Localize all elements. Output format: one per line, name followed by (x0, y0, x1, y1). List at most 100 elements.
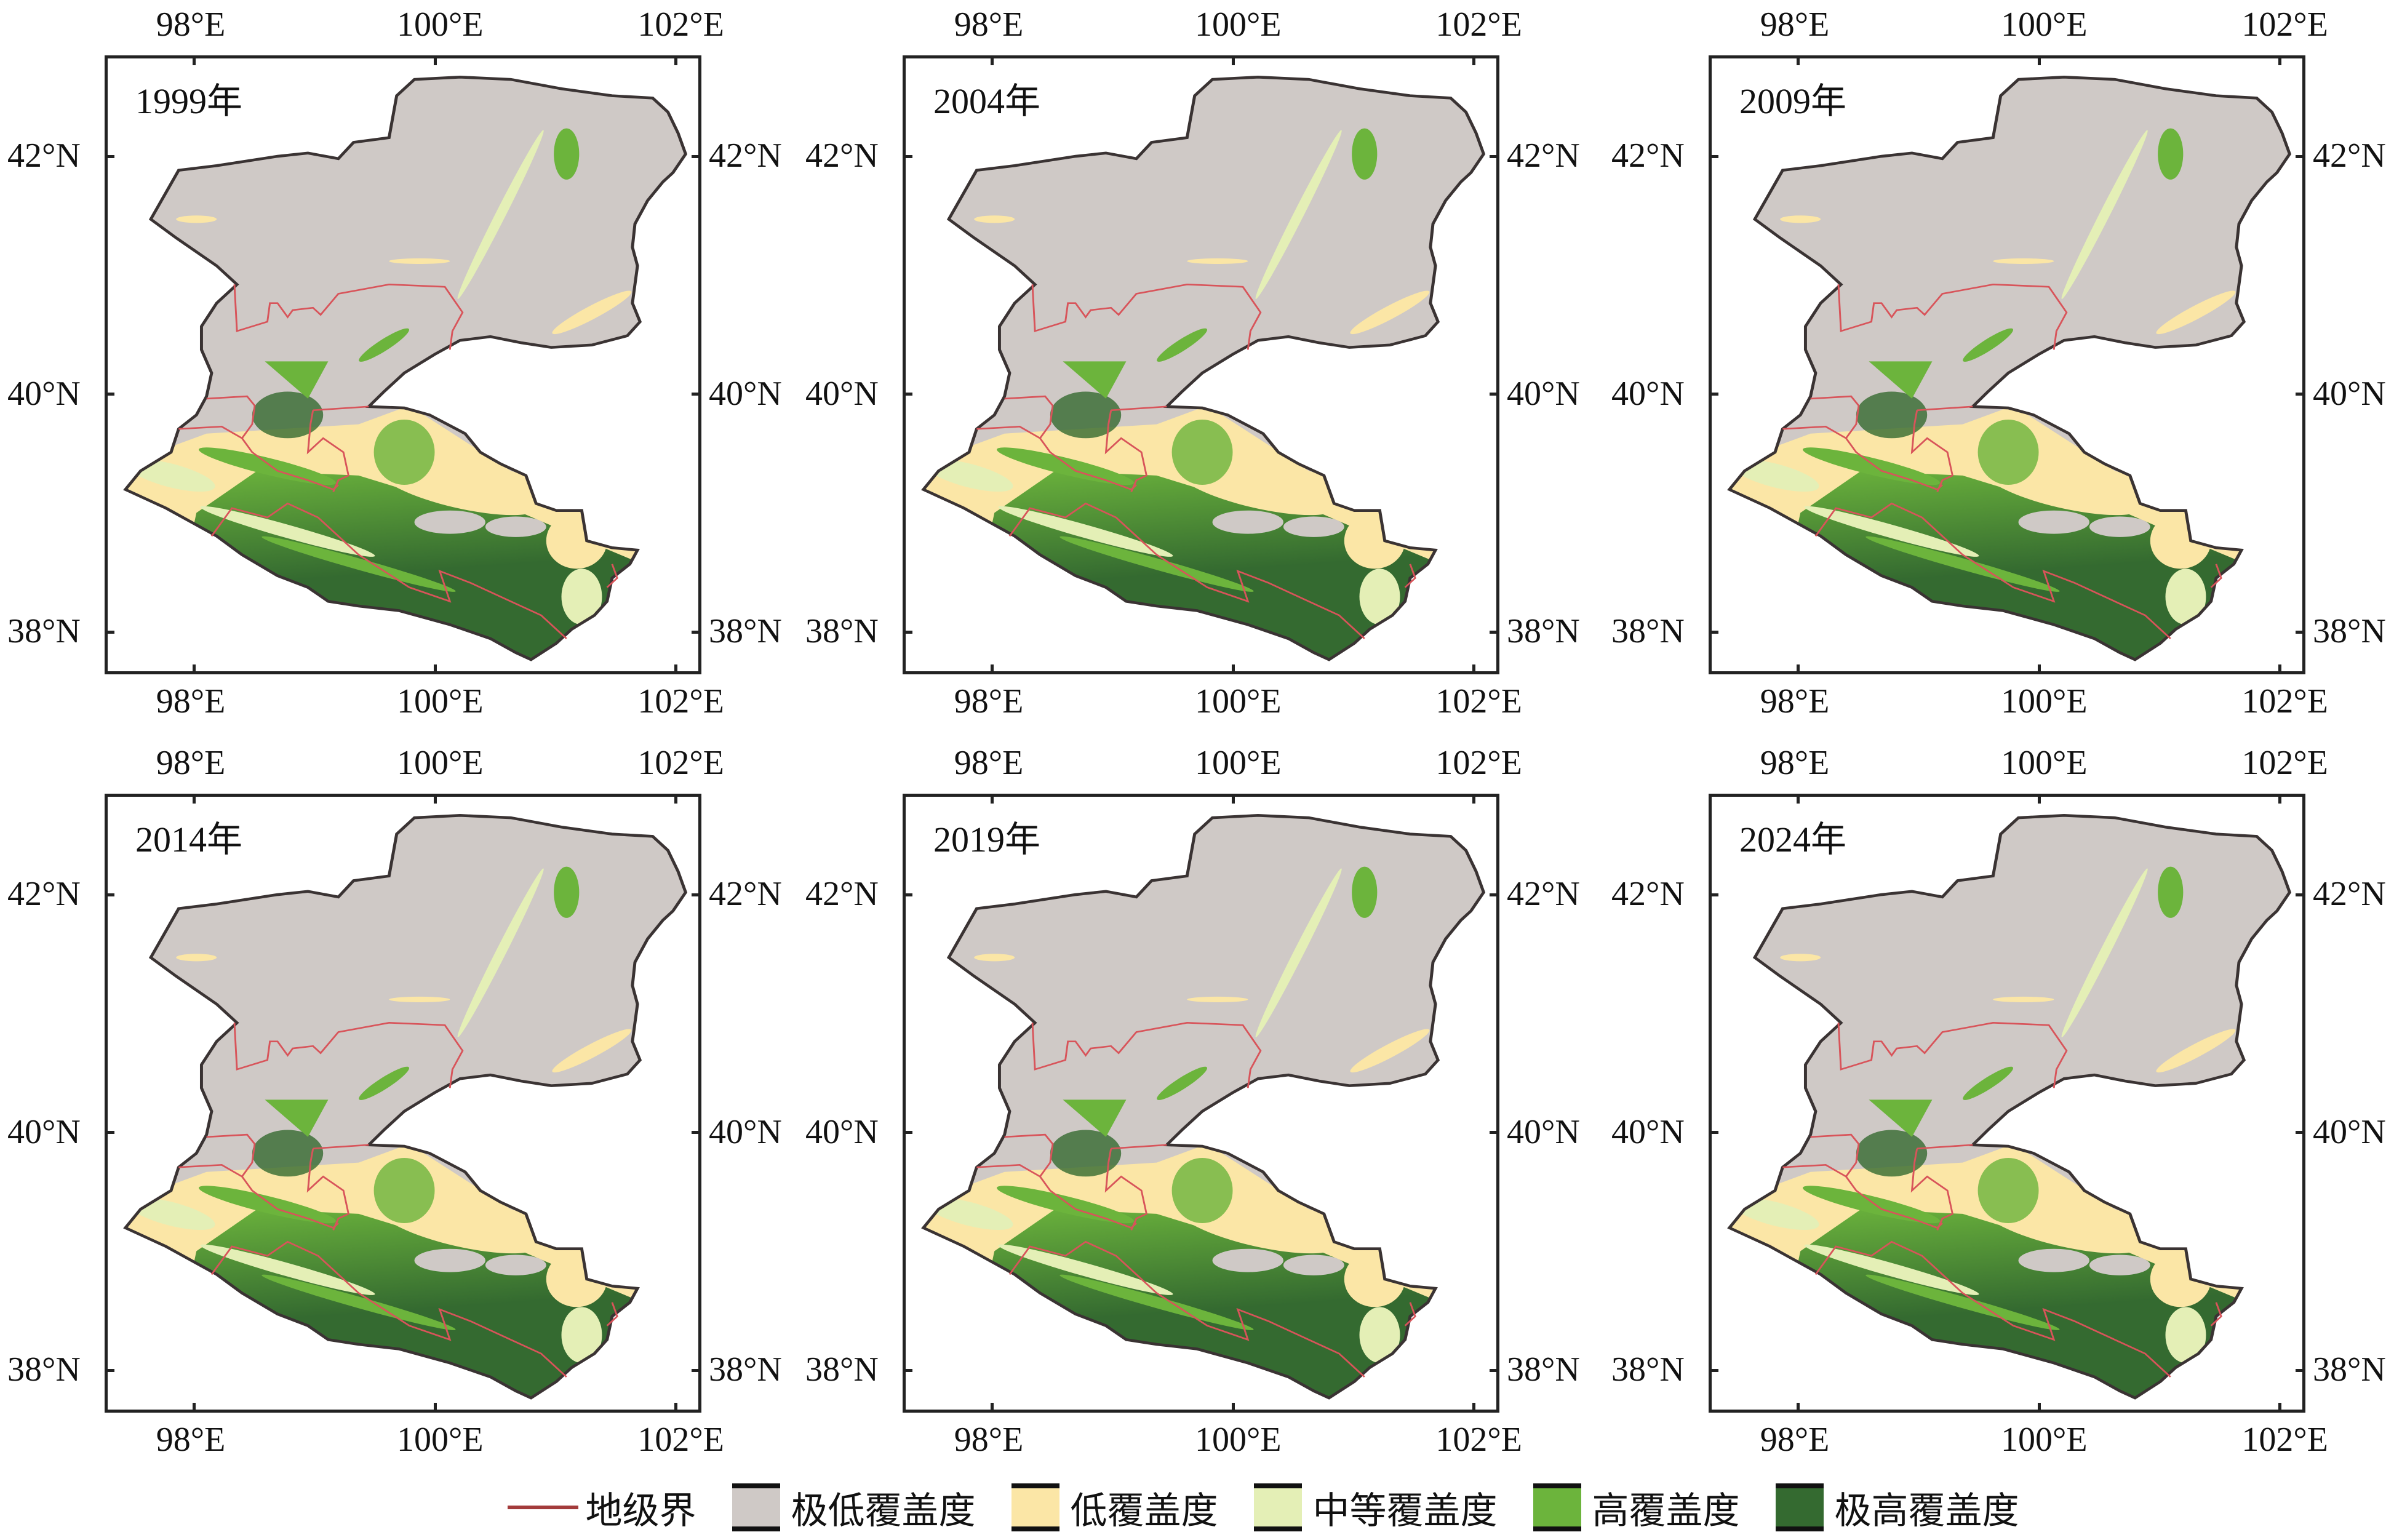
lat-tick-label: 42°N (7, 875, 81, 914)
lon-tick (2278, 55, 2281, 65)
lat-tick (1490, 1131, 1499, 1135)
color-swatch (1775, 1483, 1824, 1531)
lat-tick-label: 38°N (2313, 1350, 2386, 1389)
lon-tick-label: 98°E (156, 682, 226, 720)
lon-tick (2037, 55, 2041, 65)
color-swatch (1533, 1483, 1581, 1531)
lon-tick (193, 55, 196, 65)
lat-tick (1490, 630, 1499, 634)
color-swatch (732, 1483, 780, 1531)
legend-label: 中等覆盖度 (1312, 1490, 1498, 1531)
lon-tick (1797, 1403, 1800, 1413)
lat-tick-label: 38°N (1611, 1350, 1685, 1389)
lat-tick (2296, 893, 2305, 896)
legend-item: 低覆盖度 (1011, 1481, 1218, 1534)
lat-tick (903, 893, 912, 896)
color-swatch (1253, 1483, 1302, 1531)
lon-tick-label: 98°E (1760, 744, 1830, 782)
lon-tick (2278, 1403, 2281, 1413)
map (123, 814, 688, 1400)
lon-tick-label: 102°E (1435, 744, 1522, 782)
lon-tick-label: 102°E (637, 1421, 724, 1459)
lat-tick (1709, 1131, 1718, 1135)
legend-label: 极低覆盖度 (791, 1490, 976, 1531)
lat-tick-label: 42°N (709, 137, 782, 175)
lon-tick (2037, 794, 2041, 804)
lon-tick (1231, 55, 1235, 65)
lat-tick (1490, 393, 1499, 396)
lat-tick-label: 40°N (2313, 374, 2386, 413)
lon-tick-label: 102°E (2241, 744, 2328, 782)
lat-tick-label: 40°N (7, 374, 81, 413)
year-label: 2004年 (933, 81, 1041, 121)
lon-tick (991, 794, 994, 804)
lon-tick-label: 100°E (2001, 1421, 2088, 1459)
lon-tick-label: 100°E (2001, 6, 2088, 44)
lon-tick (1231, 794, 1235, 804)
lon-tick-label: 100°E (1195, 6, 1282, 44)
lon-tick-label: 102°E (1435, 1421, 1522, 1459)
lat-tick (1709, 154, 1718, 158)
lat-tick-label: 40°N (805, 374, 879, 413)
lat-tick (105, 893, 114, 896)
lon-tick (1472, 1403, 1475, 1413)
lat-tick (2296, 393, 2305, 396)
lon-tick (1231, 664, 1235, 674)
lat-tick-label: 42°N (7, 137, 81, 175)
lon-tick (1797, 664, 1800, 674)
lat-tick (1490, 154, 1499, 158)
lat-tick (903, 1368, 912, 1372)
map-panel: 2019年 (903, 794, 1499, 1413)
lon-tick (674, 794, 677, 804)
lon-tick-label: 100°E (397, 682, 484, 720)
lat-tick-label: 42°N (709, 875, 782, 914)
lon-tick-label: 100°E (397, 744, 484, 782)
lat-tick-label: 42°N (1611, 137, 1685, 175)
lat-tick (1709, 893, 1718, 896)
map-panel: 2024年 (1709, 794, 2305, 1413)
lat-tick (2296, 154, 2305, 158)
color-swatch (1011, 1483, 1059, 1531)
legend-label: 低覆盖度 (1070, 1490, 1218, 1531)
lat-tick (2296, 1368, 2305, 1372)
lon-tick-label: 98°E (156, 744, 226, 782)
lon-tick-label: 98°E (156, 6, 226, 44)
lon-tick-label: 100°E (2001, 682, 2088, 720)
lat-tick-label: 38°N (709, 612, 782, 651)
year-label: 2024年 (1739, 820, 1847, 860)
lat-tick (692, 1131, 701, 1135)
year-label: 2019年 (933, 820, 1041, 860)
lon-tick (433, 794, 437, 804)
lon-tick (1472, 794, 1475, 804)
lon-tick-label: 100°E (397, 6, 484, 44)
lat-tick (2296, 630, 2305, 634)
lon-tick (1797, 794, 1800, 804)
lat-tick-label: 40°N (7, 1112, 81, 1151)
lon-tick-label: 102°E (637, 744, 724, 782)
lat-tick-label: 40°N (709, 374, 782, 413)
lon-tick (433, 1403, 437, 1413)
lon-tick-label: 100°E (1195, 1421, 1282, 1459)
lat-tick (903, 630, 912, 634)
lat-tick-label: 40°N (709, 1112, 782, 1151)
lat-tick-label: 40°N (1507, 1112, 1580, 1151)
lon-tick (991, 1403, 994, 1413)
lat-tick (1490, 1368, 1499, 1372)
lat-tick (692, 154, 701, 158)
lon-tick (2037, 1403, 2041, 1413)
lon-tick (1231, 1403, 1235, 1413)
lat-tick (1709, 630, 1718, 634)
lat-tick (1490, 893, 1499, 896)
lon-tick-label: 98°E (954, 682, 1024, 720)
lat-tick (105, 1131, 114, 1135)
lat-tick-label: 38°N (7, 1350, 81, 1389)
legend-label: 极高覆盖度 (1834, 1490, 2019, 1531)
year-label: 2009年 (1739, 81, 1847, 121)
lon-tick-label: 100°E (1195, 744, 1282, 782)
lon-tick (193, 1403, 196, 1413)
lat-tick-label: 38°N (1611, 612, 1685, 651)
lat-tick (105, 154, 114, 158)
lat-tick (105, 630, 114, 634)
lat-tick (903, 393, 912, 396)
legend: 地级界 极低覆盖度 低覆盖度 中等覆盖度 高覆盖度 极高覆盖度 (0, 1480, 2402, 1535)
